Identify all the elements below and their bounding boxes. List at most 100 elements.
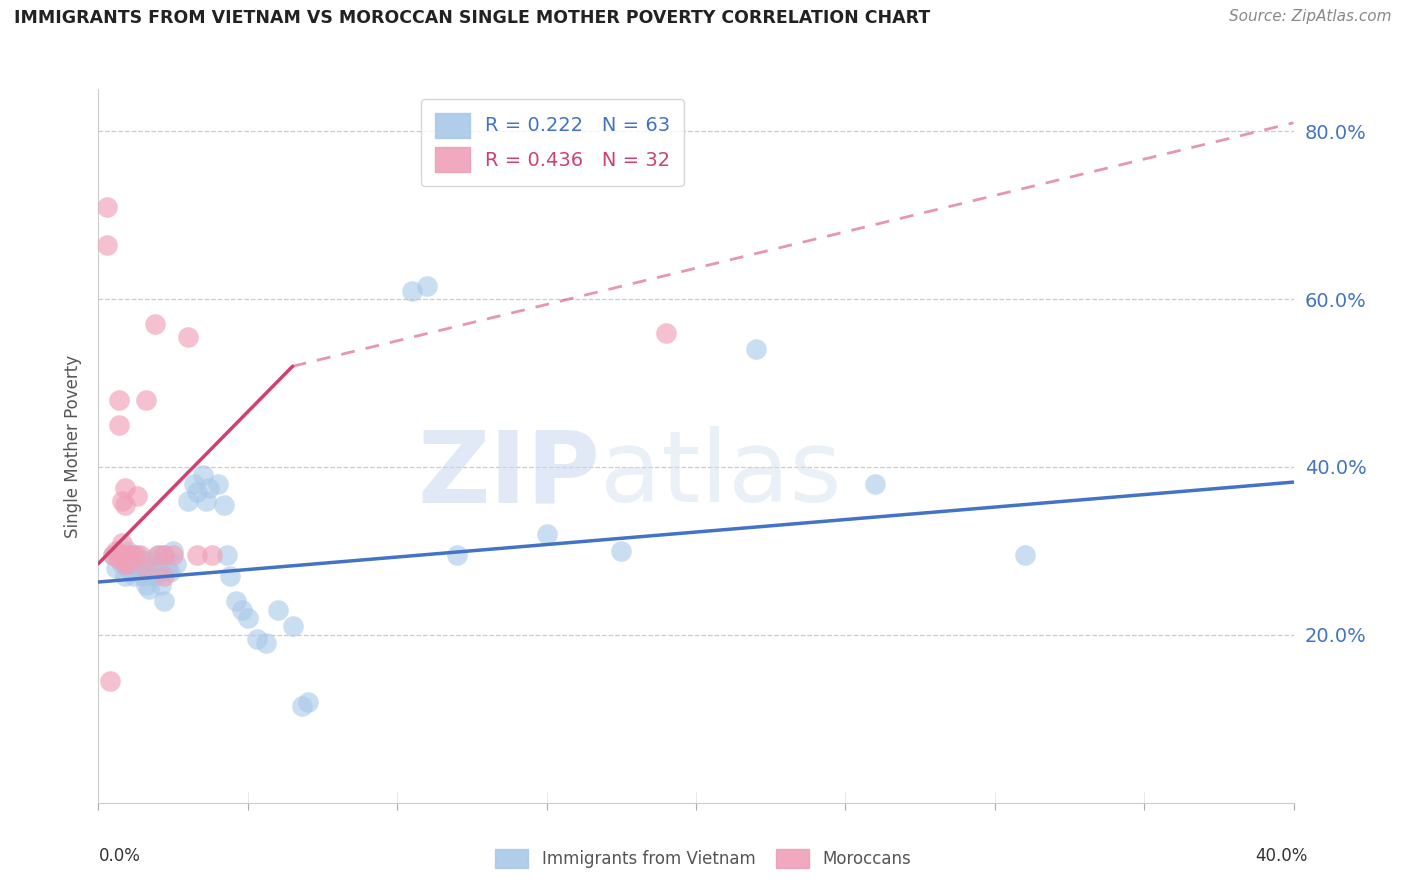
Point bbox=[195, 493, 218, 508]
Point bbox=[150, 577, 173, 591]
Point bbox=[105, 544, 128, 558]
Point bbox=[236, 611, 259, 625]
Point bbox=[162, 544, 184, 558]
Point bbox=[120, 557, 142, 571]
Point bbox=[267, 603, 290, 617]
Point bbox=[135, 560, 157, 574]
Point bbox=[103, 548, 125, 562]
Text: 40.0%: 40.0% bbox=[1256, 847, 1308, 865]
Point bbox=[865, 476, 887, 491]
Point bbox=[536, 527, 558, 541]
Point bbox=[153, 548, 176, 562]
Point bbox=[114, 481, 136, 495]
Point bbox=[150, 557, 173, 571]
Point bbox=[100, 674, 122, 689]
Point bbox=[143, 557, 166, 571]
Point bbox=[117, 548, 139, 562]
Point bbox=[446, 548, 468, 562]
Point bbox=[129, 552, 152, 566]
Point bbox=[297, 695, 319, 709]
Point bbox=[191, 468, 214, 483]
Point bbox=[143, 318, 166, 332]
Point bbox=[148, 548, 170, 562]
Point bbox=[165, 557, 187, 571]
Point bbox=[108, 552, 131, 566]
Point bbox=[291, 699, 314, 714]
Point bbox=[127, 489, 149, 503]
Point bbox=[114, 498, 136, 512]
Point bbox=[141, 552, 163, 566]
Point bbox=[1014, 548, 1036, 562]
Point bbox=[111, 493, 134, 508]
Text: atlas: atlas bbox=[600, 426, 842, 523]
Point bbox=[177, 493, 200, 508]
Point bbox=[162, 548, 184, 562]
Point bbox=[186, 548, 208, 562]
Point bbox=[135, 577, 157, 591]
Point bbox=[111, 548, 134, 562]
Point bbox=[153, 548, 176, 562]
Point bbox=[219, 569, 242, 583]
Point bbox=[148, 565, 170, 579]
Point bbox=[231, 603, 253, 617]
Point bbox=[177, 330, 200, 344]
Point bbox=[143, 569, 166, 583]
Point bbox=[135, 560, 157, 574]
Point bbox=[111, 535, 134, 549]
Point bbox=[127, 548, 149, 562]
Point bbox=[156, 560, 179, 574]
Point bbox=[114, 548, 136, 562]
Point bbox=[655, 326, 678, 340]
Point bbox=[401, 284, 423, 298]
Point bbox=[745, 343, 768, 357]
Point bbox=[96, 200, 118, 214]
Point bbox=[117, 560, 139, 574]
Point bbox=[159, 565, 181, 579]
Point bbox=[108, 392, 131, 407]
Point bbox=[212, 498, 235, 512]
Point bbox=[135, 392, 157, 407]
Point bbox=[129, 548, 152, 562]
Point bbox=[120, 548, 142, 562]
Point bbox=[281, 619, 304, 633]
Point bbox=[114, 557, 136, 571]
Point bbox=[96, 237, 118, 252]
Legend: R = 0.222   N = 63, R = 0.436   N = 32: R = 0.222 N = 63, R = 0.436 N = 32 bbox=[422, 99, 683, 186]
Point bbox=[114, 569, 136, 583]
Text: Source: ZipAtlas.com: Source: ZipAtlas.com bbox=[1229, 9, 1392, 24]
Point bbox=[153, 569, 176, 583]
Point bbox=[416, 279, 439, 293]
Point bbox=[198, 481, 221, 495]
Point bbox=[124, 548, 146, 562]
Point bbox=[138, 557, 160, 571]
Point bbox=[120, 565, 142, 579]
Y-axis label: Single Mother Poverty: Single Mother Poverty bbox=[65, 354, 83, 538]
Point bbox=[153, 594, 176, 608]
Point bbox=[215, 548, 238, 562]
Point bbox=[117, 544, 139, 558]
Point bbox=[124, 569, 146, 583]
Point bbox=[129, 560, 152, 574]
Point bbox=[114, 548, 136, 562]
Point bbox=[127, 557, 149, 571]
Text: IMMIGRANTS FROM VIETNAM VS MOROCCAN SINGLE MOTHER POVERTY CORRELATION CHART: IMMIGRANTS FROM VIETNAM VS MOROCCAN SING… bbox=[14, 9, 931, 27]
Point bbox=[254, 636, 277, 650]
Text: 0.0%: 0.0% bbox=[98, 847, 141, 865]
Point bbox=[138, 582, 160, 596]
Point bbox=[117, 557, 139, 571]
Text: ZIP: ZIP bbox=[418, 426, 600, 523]
Point bbox=[108, 552, 131, 566]
Legend: Immigrants from Vietnam, Moroccans: Immigrants from Vietnam, Moroccans bbox=[488, 842, 918, 875]
Point bbox=[207, 476, 229, 491]
Point bbox=[186, 485, 208, 500]
Point bbox=[183, 476, 205, 491]
Point bbox=[111, 557, 134, 571]
Point bbox=[225, 594, 247, 608]
Point bbox=[201, 548, 224, 562]
Point bbox=[132, 569, 155, 583]
Point bbox=[141, 560, 163, 574]
Point bbox=[148, 548, 170, 562]
Point bbox=[103, 548, 125, 562]
Point bbox=[610, 544, 633, 558]
Point bbox=[246, 632, 269, 646]
